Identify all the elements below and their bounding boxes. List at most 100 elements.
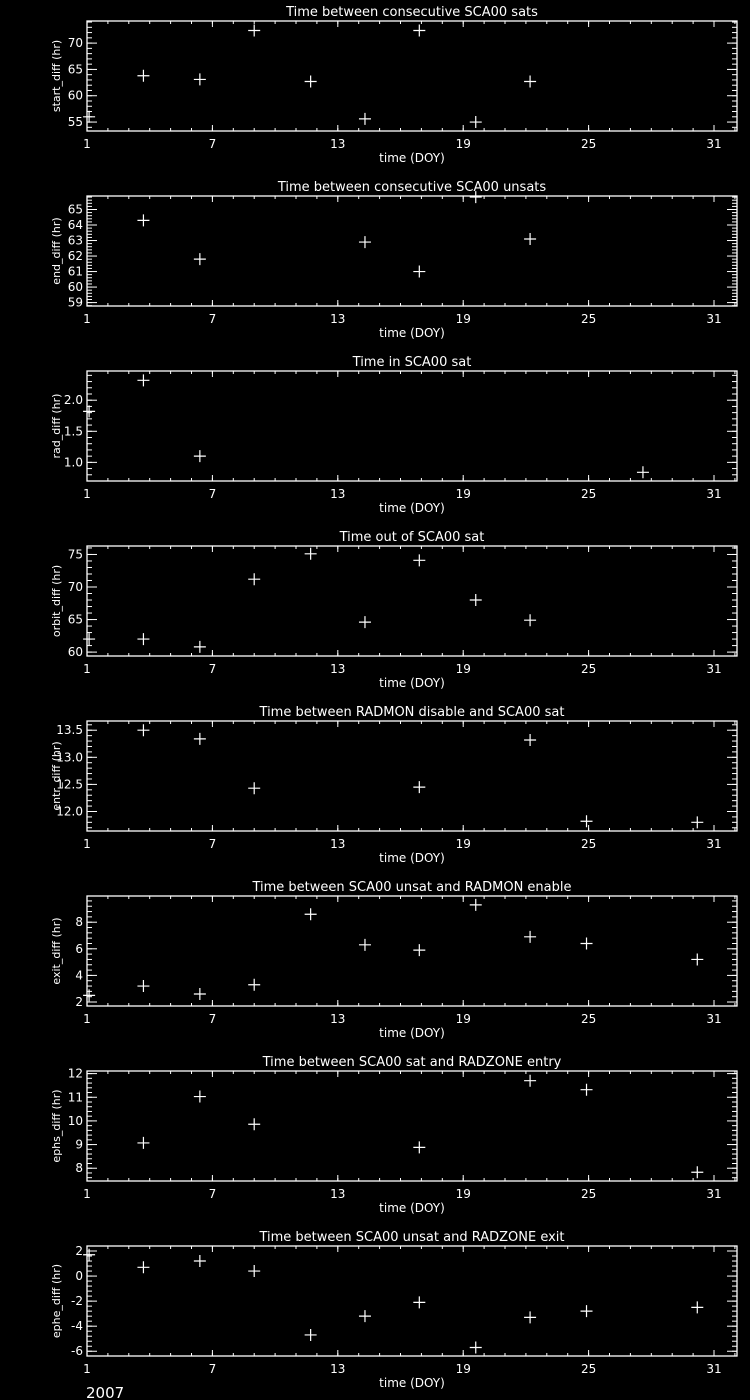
data-point bbox=[193, 732, 206, 745]
data-point bbox=[83, 989, 96, 1002]
x-tick-label: 7 bbox=[209, 1187, 217, 1201]
x-tick-label: 25 bbox=[581, 837, 596, 851]
data-point bbox=[248, 978, 261, 991]
y-tick-label: 13.5 bbox=[56, 723, 83, 737]
y-axis-label: exit_diff (hr) bbox=[50, 917, 63, 984]
y-tick-label: 12.0 bbox=[56, 804, 83, 818]
data-point bbox=[358, 1310, 371, 1323]
y-tick-label: 65 bbox=[68, 613, 83, 627]
y-tick-label: 6 bbox=[75, 942, 83, 956]
plot-frame bbox=[86, 370, 738, 482]
chart-panel: Time between consecutive SCA00 unsats 1 7 1… bbox=[50, 180, 738, 340]
data-point bbox=[83, 1248, 96, 1261]
y-tick-label: 9 bbox=[75, 1138, 83, 1152]
data-point bbox=[358, 616, 371, 629]
x-axis-label: time (DOY) bbox=[379, 151, 445, 165]
x-tick-label: 1 bbox=[83, 662, 91, 676]
x-tick-label: 7 bbox=[209, 662, 217, 676]
plot-frame bbox=[86, 720, 738, 832]
x-tick-label: 31 bbox=[706, 487, 721, 501]
y-tick-label: 2.0 bbox=[64, 393, 83, 407]
chart-title: Time between consecutive SCA00 unsats bbox=[277, 180, 547, 195]
x-axis-label: time (DOY) bbox=[379, 1376, 445, 1390]
data-point bbox=[304, 908, 317, 921]
data-point bbox=[248, 1118, 261, 1131]
x-tick-label: 25 bbox=[581, 1362, 596, 1376]
x-tick-label: 7 bbox=[209, 1362, 217, 1376]
y-tick-label: 65 bbox=[68, 62, 83, 76]
data-point bbox=[413, 1296, 426, 1309]
chart-title: Time between SCA00 unsat and RADZONE exi… bbox=[258, 1230, 564, 1245]
data-point bbox=[248, 782, 261, 795]
data-point bbox=[524, 1074, 537, 1087]
data-point bbox=[248, 573, 261, 586]
x-tick-label: 1 bbox=[83, 1187, 91, 1201]
data-point bbox=[413, 24, 426, 37]
chart-title: Time between SCA00 sat and RADZONE entry bbox=[262, 1055, 562, 1070]
x-axis-label: time (DOY) bbox=[379, 501, 445, 515]
x-tick-label: 31 bbox=[706, 312, 721, 326]
y-tick-label: 1.0 bbox=[64, 455, 83, 469]
y-tick-label: 65 bbox=[68, 202, 83, 216]
y-tick-label: -6 bbox=[71, 1344, 83, 1358]
x-tick-label: 13 bbox=[330, 837, 345, 851]
chart-panel: Time between RADMON disable and SCA00 sa… bbox=[50, 705, 738, 865]
data-point bbox=[193, 640, 206, 653]
data-point bbox=[304, 75, 317, 88]
data-point bbox=[137, 633, 150, 646]
data-point bbox=[137, 214, 150, 227]
x-tick-label: 1 bbox=[83, 1012, 91, 1026]
y-tick-label: 60 bbox=[68, 645, 83, 659]
chart-title: Time in SCA00 sat bbox=[352, 355, 472, 370]
x-tick-label: 25 bbox=[581, 312, 596, 326]
data-point bbox=[193, 450, 206, 463]
x-tick-label: 13 bbox=[330, 1187, 345, 1201]
data-point bbox=[691, 953, 704, 966]
y-tick-label: 63 bbox=[68, 234, 83, 248]
y-tick-label: 10 bbox=[68, 1114, 83, 1128]
y-tick-label: 60 bbox=[68, 280, 83, 294]
x-tick-label: 19 bbox=[456, 662, 471, 676]
x-tick-label: 1 bbox=[83, 487, 91, 501]
data-point bbox=[524, 930, 537, 943]
plot-frame bbox=[86, 1245, 738, 1357]
y-tick-label: 55 bbox=[68, 115, 83, 129]
x-tick-label: 7 bbox=[209, 1012, 217, 1026]
data-point bbox=[83, 633, 96, 646]
y-axis-label: end_diff (hr) bbox=[50, 217, 63, 284]
data-point bbox=[524, 1311, 537, 1324]
y-axis-label: ephe_diff (hr) bbox=[50, 1264, 63, 1338]
data-point bbox=[524, 614, 537, 627]
y-tick-label: -2 bbox=[71, 1294, 83, 1308]
data-point bbox=[193, 253, 206, 266]
y-axis-label: entr_diff (hr) bbox=[50, 741, 63, 810]
y-tick-label: 2 bbox=[75, 1244, 83, 1258]
chart-panel: Time between SCA00 unsat and RADMON enab… bbox=[50, 880, 738, 1040]
data-point bbox=[137, 1136, 150, 1149]
x-axis-label: time (DOY) bbox=[379, 676, 445, 690]
x-tick-label: 13 bbox=[330, 137, 345, 151]
chart-panel: Time between SCA00 unsat and RADZONE exi… bbox=[50, 1230, 738, 1390]
data-point bbox=[691, 1301, 704, 1314]
data-point bbox=[524, 232, 537, 245]
data-point bbox=[413, 554, 426, 567]
x-tick-label: 1 bbox=[83, 1362, 91, 1376]
data-point bbox=[413, 781, 426, 794]
x-tick-label: 31 bbox=[706, 137, 721, 151]
x-tick-label: 19 bbox=[456, 312, 471, 326]
data-point bbox=[469, 898, 482, 911]
x-tick-label: 19 bbox=[456, 1012, 471, 1026]
x-tick-label: 13 bbox=[330, 1012, 345, 1026]
y-tick-label: 11 bbox=[68, 1090, 83, 1104]
y-tick-label: 12 bbox=[68, 1067, 83, 1081]
y-tick-label: 1.5 bbox=[64, 424, 83, 438]
y-tick-label: -4 bbox=[71, 1319, 83, 1333]
y-tick-label: 59 bbox=[68, 296, 83, 310]
x-tick-label: 1 bbox=[83, 312, 91, 326]
plot-frame bbox=[86, 545, 738, 657]
data-point bbox=[248, 1265, 261, 1278]
plot-frame bbox=[86, 1070, 738, 1182]
chart-title: Time between SCA00 unsat and RADMON enab… bbox=[251, 880, 571, 895]
data-point bbox=[469, 116, 482, 129]
plot-frame bbox=[86, 895, 738, 1007]
